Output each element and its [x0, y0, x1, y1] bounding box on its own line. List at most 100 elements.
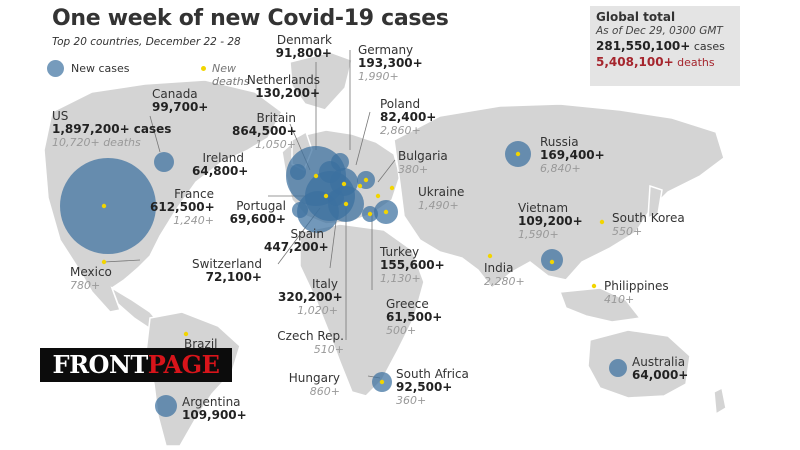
- country-name: US: [52, 109, 69, 123]
- country-name: Switzerland: [192, 257, 262, 271]
- country-name: Canada: [152, 87, 198, 101]
- country-label-greece: Greece 61,500+ 500+: [386, 297, 443, 338]
- country-label-czech: Czech Rep. 510+: [266, 329, 344, 357]
- country-name: Mexico: [70, 265, 112, 279]
- country-name: Denmark: [276, 33, 332, 47]
- country-name: Britain: [256, 111, 297, 125]
- country-deaths: 1,490+: [418, 199, 459, 212]
- country-cases: 130,200+: [255, 86, 320, 100]
- legend: New cases New deaths: [47, 60, 250, 88]
- portugal-cases-bubble: [292, 202, 308, 218]
- country-label-italy: Italy 320,200+ 1,020+: [278, 277, 343, 318]
- country-cases: 864,500+: [232, 124, 297, 138]
- country-deaths: 510+: [313, 343, 344, 356]
- country-name: Brazil: [184, 337, 218, 351]
- country-label-netherlands: Netherlands 130,200+: [228, 74, 320, 100]
- country-deaths: 360+: [396, 394, 427, 407]
- country-label-canada: Canada 99,700+: [152, 88, 208, 114]
- country-deaths: 2,860+: [380, 124, 421, 137]
- country-label-mexico: Mexico 780+: [70, 265, 112, 293]
- country-name: Italy: [311, 277, 338, 291]
- country-name: South Korea: [612, 211, 685, 225]
- country-name: Russia: [540, 135, 579, 149]
- country-name: Portugal: [236, 199, 286, 213]
- country-name: Greece: [386, 297, 429, 311]
- country-deaths: 1,050+: [255, 138, 296, 151]
- country-cases: 72,100+: [205, 270, 262, 284]
- country-cases: 64,800+: [192, 164, 249, 178]
- country-deaths: 410+: [604, 293, 635, 306]
- country-label-argentina: Argentina 109,900+: [182, 396, 247, 422]
- global-total-title: Global total: [596, 10, 676, 24]
- country-deaths: 380+: [398, 163, 429, 176]
- deaths-dot-icon: [201, 66, 206, 71]
- country-label-portugal: Portugal 69,600+: [226, 200, 286, 226]
- death-dots: [101, 151, 605, 385]
- watermark-page: PAGE: [147, 350, 220, 379]
- country-name: Turkey: [380, 245, 420, 259]
- country-name: Bulgaria: [398, 149, 448, 163]
- argentina-cases-bubble: [155, 395, 177, 417]
- new-zealand-shape: [713, 386, 727, 416]
- country-deaths: 1,240+: [173, 214, 214, 227]
- country-cases: 1,897,200+ cases: [52, 122, 172, 136]
- country-deaths: 500+: [386, 324, 417, 337]
- global-total-date: As of Dec 29, 0300 GMT: [596, 25, 723, 37]
- us-cases-bubble: [60, 158, 156, 254]
- country-cases: 82,400+: [380, 110, 437, 124]
- watermark-front: FRONT: [52, 350, 149, 379]
- cases-bubble-icon: [47, 60, 64, 77]
- country-deaths: 2,280+: [484, 275, 525, 288]
- switzerland-cases-bubble: [328, 190, 344, 206]
- leader-lines: [103, 50, 396, 379]
- country-deaths: 1,990+: [358, 70, 399, 83]
- country-name: Netherlands: [246, 73, 320, 87]
- country-label-australia: Australia 64,000+: [632, 356, 688, 382]
- north-america-shape: [43, 79, 283, 313]
- country-cases: 612,500+: [150, 200, 215, 214]
- country-deaths: 6,840+: [540, 162, 581, 175]
- country-label-ukraine: Ukraine 1,490+: [418, 186, 464, 213]
- greenland-shape: [289, 51, 353, 111]
- global-deaths-line: 5,408,100+ deaths: [596, 55, 734, 69]
- country-label-brazil: Brazil: [184, 338, 218, 351]
- country-name: France: [174, 187, 214, 201]
- country-cases: 64,000+: [632, 368, 689, 382]
- country-label-india: India 2,280+: [484, 261, 525, 289]
- country-cases: 155,600+: [380, 258, 445, 272]
- country-cases: 99,700+: [152, 100, 209, 114]
- country-name: Germany: [358, 43, 414, 57]
- country-label-turkey: Turkey 155,600+ 1,130+: [380, 245, 445, 286]
- country-label-denmark: Denmark 91,800+: [262, 34, 332, 60]
- country-label-bulgaria: Bulgaria 380+: [398, 149, 448, 177]
- global-cases-label: cases: [693, 40, 725, 53]
- country-name: India: [484, 261, 514, 275]
- country-label-britain: Britain 864,500+ 1,050+: [232, 111, 297, 152]
- country-label-spain: Spain 447,200+: [264, 227, 329, 254]
- country-name: Australia: [632, 355, 686, 369]
- country-name: Czech Rep.: [277, 329, 344, 343]
- legend-cases-label: New cases: [71, 62, 130, 75]
- country-cases: 61,500+: [386, 310, 443, 324]
- country-name: Poland: [380, 97, 421, 111]
- country-label-russia: Russia 169,400+ 6,840+: [540, 135, 605, 176]
- country-cases: 109,200+: [518, 214, 583, 228]
- country-label-ireland: Ireland 64,800+: [192, 151, 249, 178]
- country-cases: 69,600+: [229, 212, 286, 226]
- country-name: Hungary: [288, 371, 340, 385]
- country-label-poland: Poland 82,400+ 2,860+: [380, 97, 437, 138]
- country-cases: 447,200+: [264, 240, 329, 254]
- country-label-us: US 1,897,200+ cases 10,720+ deaths: [52, 109, 172, 150]
- ireland-cases-bubble: [290, 164, 306, 180]
- canada-cases-bubble: [154, 152, 174, 172]
- country-name: Ireland: [202, 151, 244, 165]
- country-deaths: 860+: [309, 385, 340, 398]
- country-name: Argentina: [182, 395, 241, 409]
- country-name: Spain: [290, 227, 324, 241]
- denmark-cases-bubble: [331, 153, 349, 171]
- country-cases: 109,900+: [182, 408, 247, 422]
- country-deaths: 10,720+ deaths: [52, 136, 141, 149]
- country-deaths: 1,590+: [518, 228, 559, 241]
- country-label-france: France 612,500+ 1,240+: [150, 187, 215, 228]
- country-cases: 92,500+: [396, 380, 453, 394]
